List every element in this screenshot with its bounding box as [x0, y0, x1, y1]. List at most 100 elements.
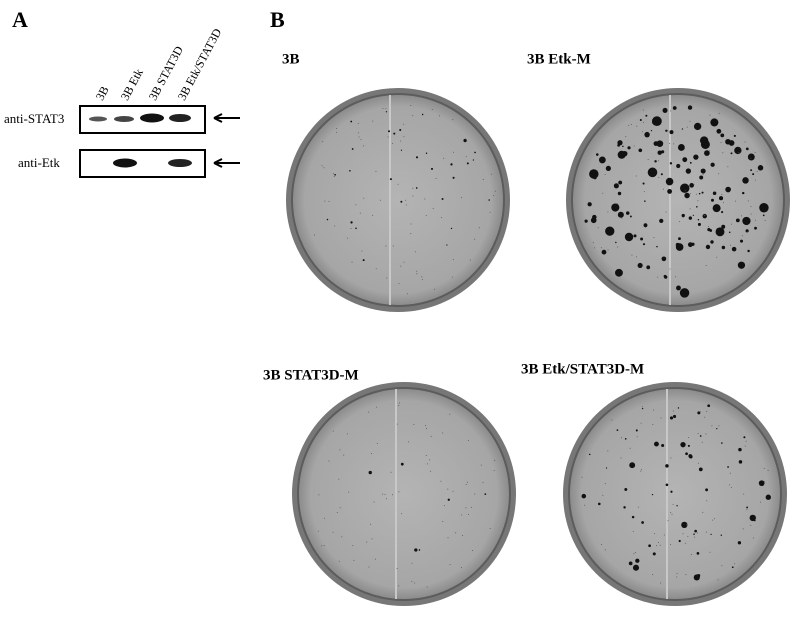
- colony: [350, 120, 353, 123]
- speck: [652, 423, 654, 425]
- colony: [472, 159, 475, 161]
- colony: [712, 191, 717, 195]
- speck: [447, 488, 449, 490]
- colony: [710, 533, 712, 535]
- speck: [398, 283, 400, 285]
- colony: [642, 243, 646, 246]
- colony: [721, 442, 723, 444]
- speck: [397, 183, 399, 185]
- speck: [754, 219, 756, 221]
- speck: [375, 268, 377, 270]
- colony: [693, 154, 699, 160]
- colony: [753, 519, 756, 522]
- speck: [416, 270, 418, 272]
- speck: [697, 200, 699, 202]
- colony: [681, 521, 688, 529]
- speck: [474, 493, 476, 495]
- colony: [659, 218, 664, 223]
- speck: [592, 242, 594, 244]
- speck: [699, 411, 701, 413]
- speck: [718, 173, 720, 175]
- colony: [624, 488, 628, 491]
- speck: [689, 208, 691, 210]
- speck: [403, 136, 405, 138]
- speck: [738, 266, 740, 268]
- speck: [705, 265, 707, 267]
- speck: [663, 188, 665, 190]
- speck: [705, 433, 707, 435]
- speck: [449, 413, 451, 415]
- colony: [647, 167, 658, 178]
- speck: [629, 447, 631, 449]
- speck: [708, 150, 710, 152]
- speck: [323, 517, 325, 519]
- speck: [667, 130, 669, 132]
- colony: [631, 515, 635, 519]
- colony: [762, 214, 765, 217]
- colony: [388, 130, 391, 133]
- colony: [740, 239, 744, 243]
- speck: [730, 487, 732, 489]
- speck: [351, 261, 353, 263]
- colony: [368, 470, 372, 475]
- speck: [657, 160, 659, 162]
- colony: [691, 242, 695, 246]
- speck: [400, 513, 402, 515]
- colony: [660, 173, 663, 176]
- speck: [625, 136, 627, 138]
- speck: [752, 537, 754, 539]
- colony: [350, 221, 353, 224]
- speck: [361, 250, 363, 252]
- speck: [756, 170, 758, 172]
- colony: [745, 229, 749, 233]
- speck: [480, 464, 482, 466]
- colony: [652, 118, 656, 122]
- colony: [689, 161, 692, 164]
- speck: [667, 520, 669, 522]
- speck: [461, 197, 463, 199]
- speck: [424, 198, 426, 200]
- speck: [471, 506, 473, 508]
- colony: [678, 237, 681, 241]
- speck: [702, 511, 704, 513]
- colony: [737, 261, 746, 269]
- speck: [602, 494, 604, 496]
- speck: [494, 190, 496, 192]
- speck: [640, 470, 642, 472]
- band: [168, 159, 192, 167]
- speck: [372, 214, 374, 216]
- speck: [426, 586, 428, 588]
- speck: [653, 409, 655, 411]
- colony: [447, 498, 450, 501]
- panel-label: A: [12, 7, 28, 32]
- speck: [371, 538, 373, 540]
- colony: [605, 165, 611, 172]
- colony: [633, 234, 637, 238]
- colony: [697, 574, 701, 578]
- speck: [430, 435, 432, 437]
- colony: [474, 151, 476, 154]
- colony: [710, 162, 715, 167]
- colony: [688, 454, 693, 458]
- colony: [640, 237, 644, 241]
- speck: [350, 227, 352, 229]
- speck: [750, 206, 752, 208]
- colony: [615, 268, 623, 277]
- colony: [654, 160, 657, 163]
- colony: [710, 240, 714, 244]
- colony: [681, 128, 684, 130]
- speck: [489, 211, 491, 213]
- colony: [639, 118, 642, 121]
- colony: [662, 107, 668, 113]
- colony: [642, 182, 645, 185]
- speck: [600, 247, 602, 249]
- colony: [709, 229, 713, 232]
- colony: [698, 467, 703, 472]
- speck: [690, 554, 692, 556]
- speck: [709, 114, 711, 116]
- colony: [765, 494, 771, 500]
- speck: [443, 505, 445, 507]
- speck: [425, 424, 427, 426]
- speck: [729, 472, 731, 474]
- speck: [440, 480, 442, 482]
